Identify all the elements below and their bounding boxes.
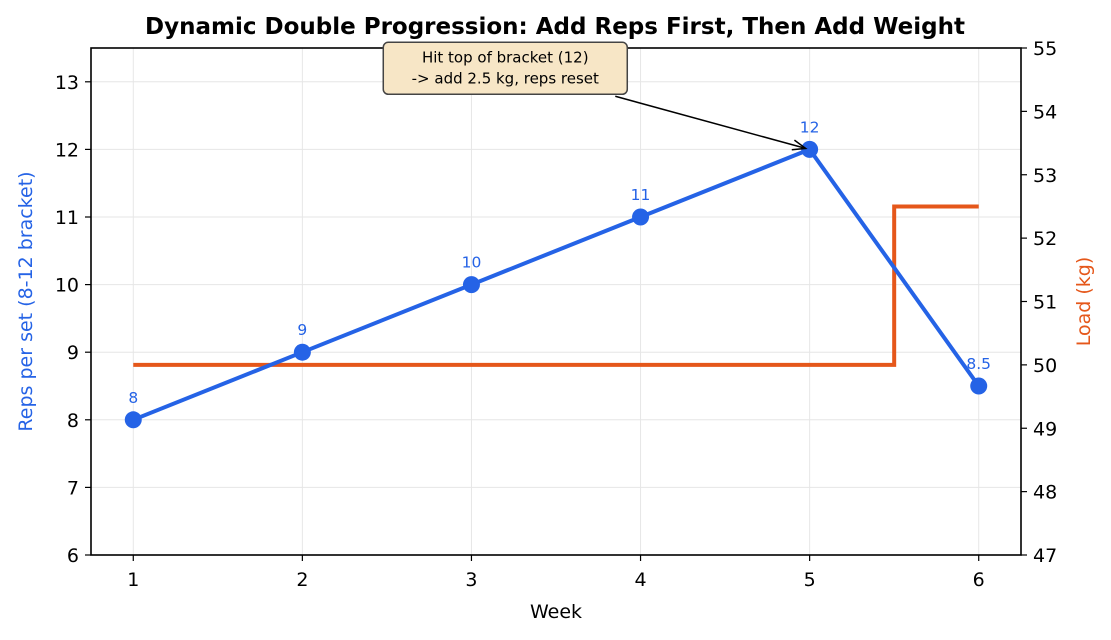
reps-line xyxy=(132,147,981,422)
y2-tick-label-8: 55 xyxy=(1033,38,1057,60)
annotation-box xyxy=(382,41,629,96)
reps-data-label-1: 9 xyxy=(297,321,307,339)
x-tick-label-2: 3 xyxy=(465,569,477,591)
y2-tick-label-4: 51 xyxy=(1033,292,1057,314)
y2-axis-ticks: 47 48 49 50 51 52 53 54 55 xyxy=(1021,38,1057,567)
y-tick-label-7: 13 xyxy=(55,72,79,94)
plot-border xyxy=(90,47,1022,556)
y2-tick-label-5: 52 xyxy=(1033,228,1057,250)
plot-frame xyxy=(90,47,1022,556)
y-tick-label-5: 11 xyxy=(55,207,79,229)
reps-point-4 xyxy=(801,140,819,158)
x-tick-label-0: 1 xyxy=(127,569,139,591)
y-tick-label-1: 7 xyxy=(67,477,79,499)
y-tick-label-6: 12 xyxy=(55,139,79,161)
reps-point-0 xyxy=(124,411,142,429)
y2-tick-label-6: 53 xyxy=(1033,165,1057,187)
y-tick-label-3: 9 xyxy=(67,342,79,364)
reps-point-3 xyxy=(632,208,650,226)
reps-point-1 xyxy=(293,343,311,361)
annotation-arrow-line xyxy=(615,95,806,150)
reps-data-label-3: 11 xyxy=(631,186,651,204)
y2-tick-label-3: 50 xyxy=(1033,355,1057,377)
reps-point-5 xyxy=(970,377,988,395)
x-tick-label-4: 5 xyxy=(804,569,816,591)
reps-data-label-4: 12 xyxy=(800,118,820,136)
y-tick-label-2: 8 xyxy=(67,410,79,432)
reps-series: 8 9 10 11 12 8.5 xyxy=(124,118,991,429)
y-axis-label: Reps per set (8-12 bracket) xyxy=(15,171,37,431)
x-axis-label: Week xyxy=(530,601,582,623)
y2-axis-label: Load (kg) xyxy=(1073,257,1095,347)
y2-tick-label-0: 47 xyxy=(1033,545,1057,567)
annotation-text-line-1: -> add 2.5 kg, reps reset xyxy=(412,69,599,87)
x-axis-ticks: 1 2 3 4 5 6 xyxy=(127,555,985,591)
y2-tick-label-2: 49 xyxy=(1033,418,1057,440)
y-tick-label-4: 10 xyxy=(55,275,79,297)
annotation-text-line-0: Hit top of bracket (12) xyxy=(422,48,589,66)
grid xyxy=(91,48,1021,556)
x-tick-label-5: 6 xyxy=(973,569,985,591)
x-tick-label-3: 4 xyxy=(634,569,646,591)
annotation: Hit top of bracket (12) -> add 2.5 kg, re… xyxy=(382,41,808,151)
load-line xyxy=(133,204,979,367)
annotation-arrow-head xyxy=(791,139,808,151)
y2-tick-label-1: 48 xyxy=(1033,482,1057,504)
x-tick-label-1: 2 xyxy=(296,569,308,591)
reps-data-label-0: 8 xyxy=(128,389,138,407)
y2-tick-label-7: 54 xyxy=(1033,101,1057,123)
reps-data-label-5: 8.5 xyxy=(966,355,991,373)
load-series xyxy=(133,204,979,367)
reps-data-label-2: 10 xyxy=(462,254,482,272)
reps-point-2 xyxy=(462,276,480,294)
y-tick-label-0: 6 xyxy=(67,545,79,567)
y-axis-ticks: 6 7 8 9 10 11 12 13 xyxy=(55,72,91,567)
chart-title: Dynamic Double Progression: Add Reps Fir… xyxy=(145,14,965,40)
